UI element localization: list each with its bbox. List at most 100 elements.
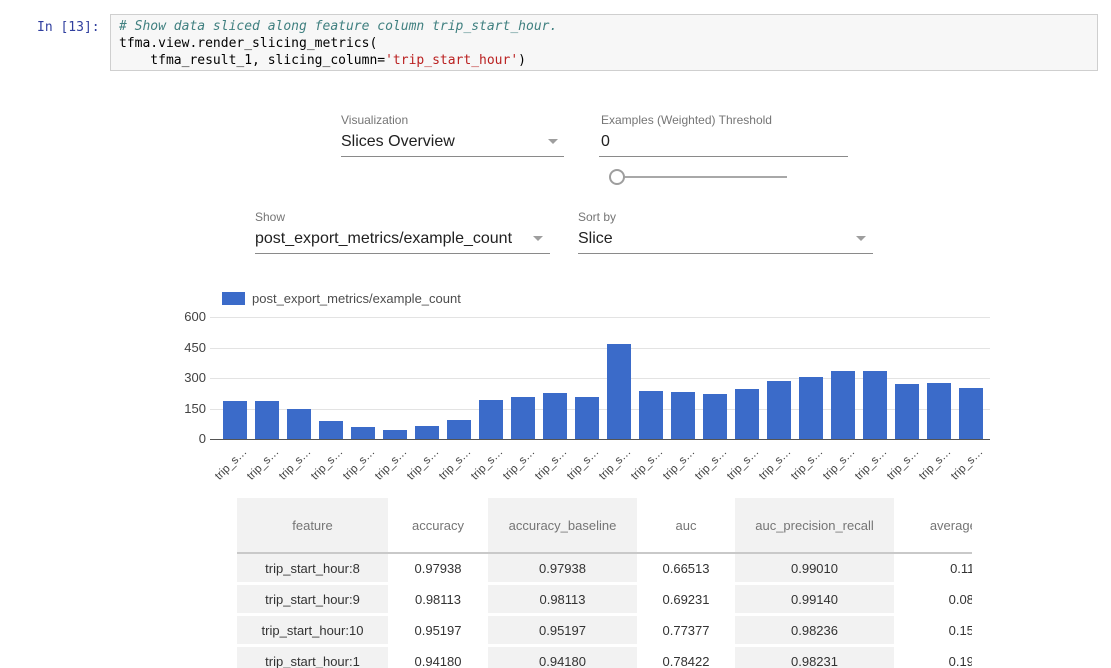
- bar[interactable]: [575, 397, 599, 439]
- bar[interactable]: [863, 371, 887, 439]
- sort-by-dropdown[interactable]: Sort by Slice: [578, 210, 873, 254]
- y-axis-tick-label: 600: [162, 309, 206, 324]
- code-cell[interactable]: # Show data sliced along feature column …: [110, 14, 1098, 71]
- table-cell: 0.98113: [488, 584, 637, 615]
- y-axis-tick-label: 0: [162, 431, 206, 446]
- bar[interactable]: [799, 377, 823, 439]
- metrics-table-body: trip_start_hour:80.979380.979380.665130.…: [237, 553, 972, 668]
- chevron-down-icon[interactable]: [856, 236, 866, 241]
- metrics-table-container: featureaccuracyaccuracy_baselineaucauc_p…: [237, 498, 972, 668]
- notebook-page: In [13]: # Show data sliced along featur…: [0, 0, 1111, 668]
- table-cell: 0.99140: [735, 584, 894, 615]
- visualization-dropdown[interactable]: Visualization Slices Overview: [341, 113, 564, 157]
- metrics-table: featureaccuracyaccuracy_baselineaucauc_p…: [237, 498, 972, 668]
- plot-area: [210, 317, 990, 439]
- table-header-cell[interactable]: feature: [237, 498, 388, 553]
- sort-by-value[interactable]: Slice: [578, 229, 873, 249]
- table-cell: 0.98236: [735, 615, 894, 646]
- bar[interactable]: [735, 389, 759, 439]
- table-cell: 0.95197: [488, 615, 637, 646]
- cell-prompt: In [13]:: [37, 20, 100, 35]
- y-axis-tick-label: 450: [162, 340, 206, 355]
- sort-by-label: Sort by: [578, 210, 873, 224]
- bar[interactable]: [639, 391, 663, 439]
- bar[interactable]: [447, 420, 471, 439]
- table-cell: 0.97938: [488, 553, 637, 584]
- visualization-underline: [341, 156, 564, 157]
- bar[interactable]: [895, 384, 919, 439]
- table-header-cell[interactable]: auc: [637, 498, 735, 553]
- gridline: [210, 317, 990, 318]
- show-metric-dropdown[interactable]: Show post_export_metrics/example_count: [255, 210, 550, 254]
- bar[interactable]: [415, 426, 439, 439]
- threshold-label: Examples (Weighted) Threshold: [599, 113, 848, 127]
- code-line-3-post: ): [518, 53, 526, 68]
- bar[interactable]: [319, 421, 343, 439]
- visualization-value[interactable]: Slices Overview: [341, 132, 564, 152]
- show-label: Show: [255, 210, 550, 224]
- threshold-field[interactable]: Examples (Weighted) Threshold 0: [599, 113, 848, 157]
- table-cell: 0.77377: [637, 615, 735, 646]
- bar[interactable]: [383, 430, 407, 439]
- bar[interactable]: [479, 400, 503, 439]
- bar[interactable]: [223, 401, 247, 439]
- threshold-slider-track[interactable]: [617, 176, 787, 178]
- code-comment-line: # Show data sliced along feature column …: [119, 18, 1089, 35]
- threshold-slider-thumb[interactable]: [609, 169, 625, 185]
- y-axis-tick-label: 300: [162, 370, 206, 385]
- bar[interactable]: [255, 401, 279, 439]
- table-cell: 0.94180: [488, 646, 637, 668]
- legend-label: post_export_metrics/example_count: [252, 291, 461, 306]
- bar[interactable]: [543, 393, 567, 439]
- table-cell: 0.1901: [894, 646, 972, 668]
- bar[interactable]: [959, 388, 983, 439]
- chevron-down-icon[interactable]: [548, 139, 558, 144]
- table-row: trip_start_hour:100.951970.951970.773770…: [237, 615, 972, 646]
- table-cell: 0.66513: [637, 553, 735, 584]
- code-line-3-pre: tfma_result_1, slicing_column=: [119, 53, 385, 68]
- y-axis-tick-label: 150: [162, 401, 206, 416]
- code-line-3: tfma_result_1, slicing_column='trip_star…: [119, 52, 1089, 69]
- sort-by-underline: [578, 253, 873, 254]
- threshold-underline: [599, 156, 848, 157]
- table-cell: trip_start_hour:9: [237, 584, 388, 615]
- table-cell: 0.94180: [388, 646, 488, 668]
- bar[interactable]: [287, 409, 311, 439]
- chevron-down-icon[interactable]: [533, 236, 543, 241]
- bar[interactable]: [927, 383, 951, 439]
- table-cell: 0.0892: [894, 584, 972, 615]
- metrics-table-header: featureaccuracyaccuracy_baselineaucauc_p…: [237, 498, 972, 553]
- bar[interactable]: [511, 397, 535, 439]
- bar[interactable]: [671, 392, 695, 439]
- show-underline: [255, 253, 550, 254]
- table-row: trip_start_hour:90.981130.981130.692310.…: [237, 584, 972, 615]
- table-cell: trip_start_hour:1: [237, 646, 388, 668]
- bar[interactable]: [607, 344, 631, 439]
- legend-swatch: [222, 292, 245, 305]
- table-cell: 0.78422: [637, 646, 735, 668]
- table-cell: 0.1541: [894, 615, 972, 646]
- table-cell: 0.1111: [894, 553, 972, 584]
- table-cell: trip_start_hour:10: [237, 615, 388, 646]
- bar[interactable]: [351, 427, 375, 439]
- table-header-cell[interactable]: accuracy: [388, 498, 488, 553]
- table-row: trip_start_hour:10.941800.941800.784220.…: [237, 646, 972, 668]
- bar[interactable]: [703, 394, 727, 439]
- table-row: trip_start_hour:80.979380.979380.665130.…: [237, 553, 972, 584]
- table-header-cell[interactable]: average_loss: [894, 498, 972, 553]
- code-line-2: tfma.view.render_slicing_metrics(: [119, 35, 1089, 52]
- table-cell: 0.69231: [637, 584, 735, 615]
- slices-bar-chart: post_export_metrics/example_count 0 150 30…: [160, 285, 1020, 495]
- table-cell: trip_start_hour:8: [237, 553, 388, 584]
- code-string-literal: 'trip_start_hour': [385, 53, 518, 68]
- threshold-input[interactable]: 0: [599, 132, 848, 152]
- bar[interactable]: [767, 381, 791, 439]
- show-value[interactable]: post_export_metrics/example_count: [255, 229, 550, 249]
- table-header-cell[interactable]: auc_precision_recall: [735, 498, 894, 553]
- table-header-cell[interactable]: accuracy_baseline: [488, 498, 637, 553]
- table-cell: 0.98231: [735, 646, 894, 668]
- visualization-label: Visualization: [341, 113, 564, 127]
- table-cell: 0.95197: [388, 615, 488, 646]
- bar[interactable]: [831, 371, 855, 439]
- gridline: [210, 348, 990, 349]
